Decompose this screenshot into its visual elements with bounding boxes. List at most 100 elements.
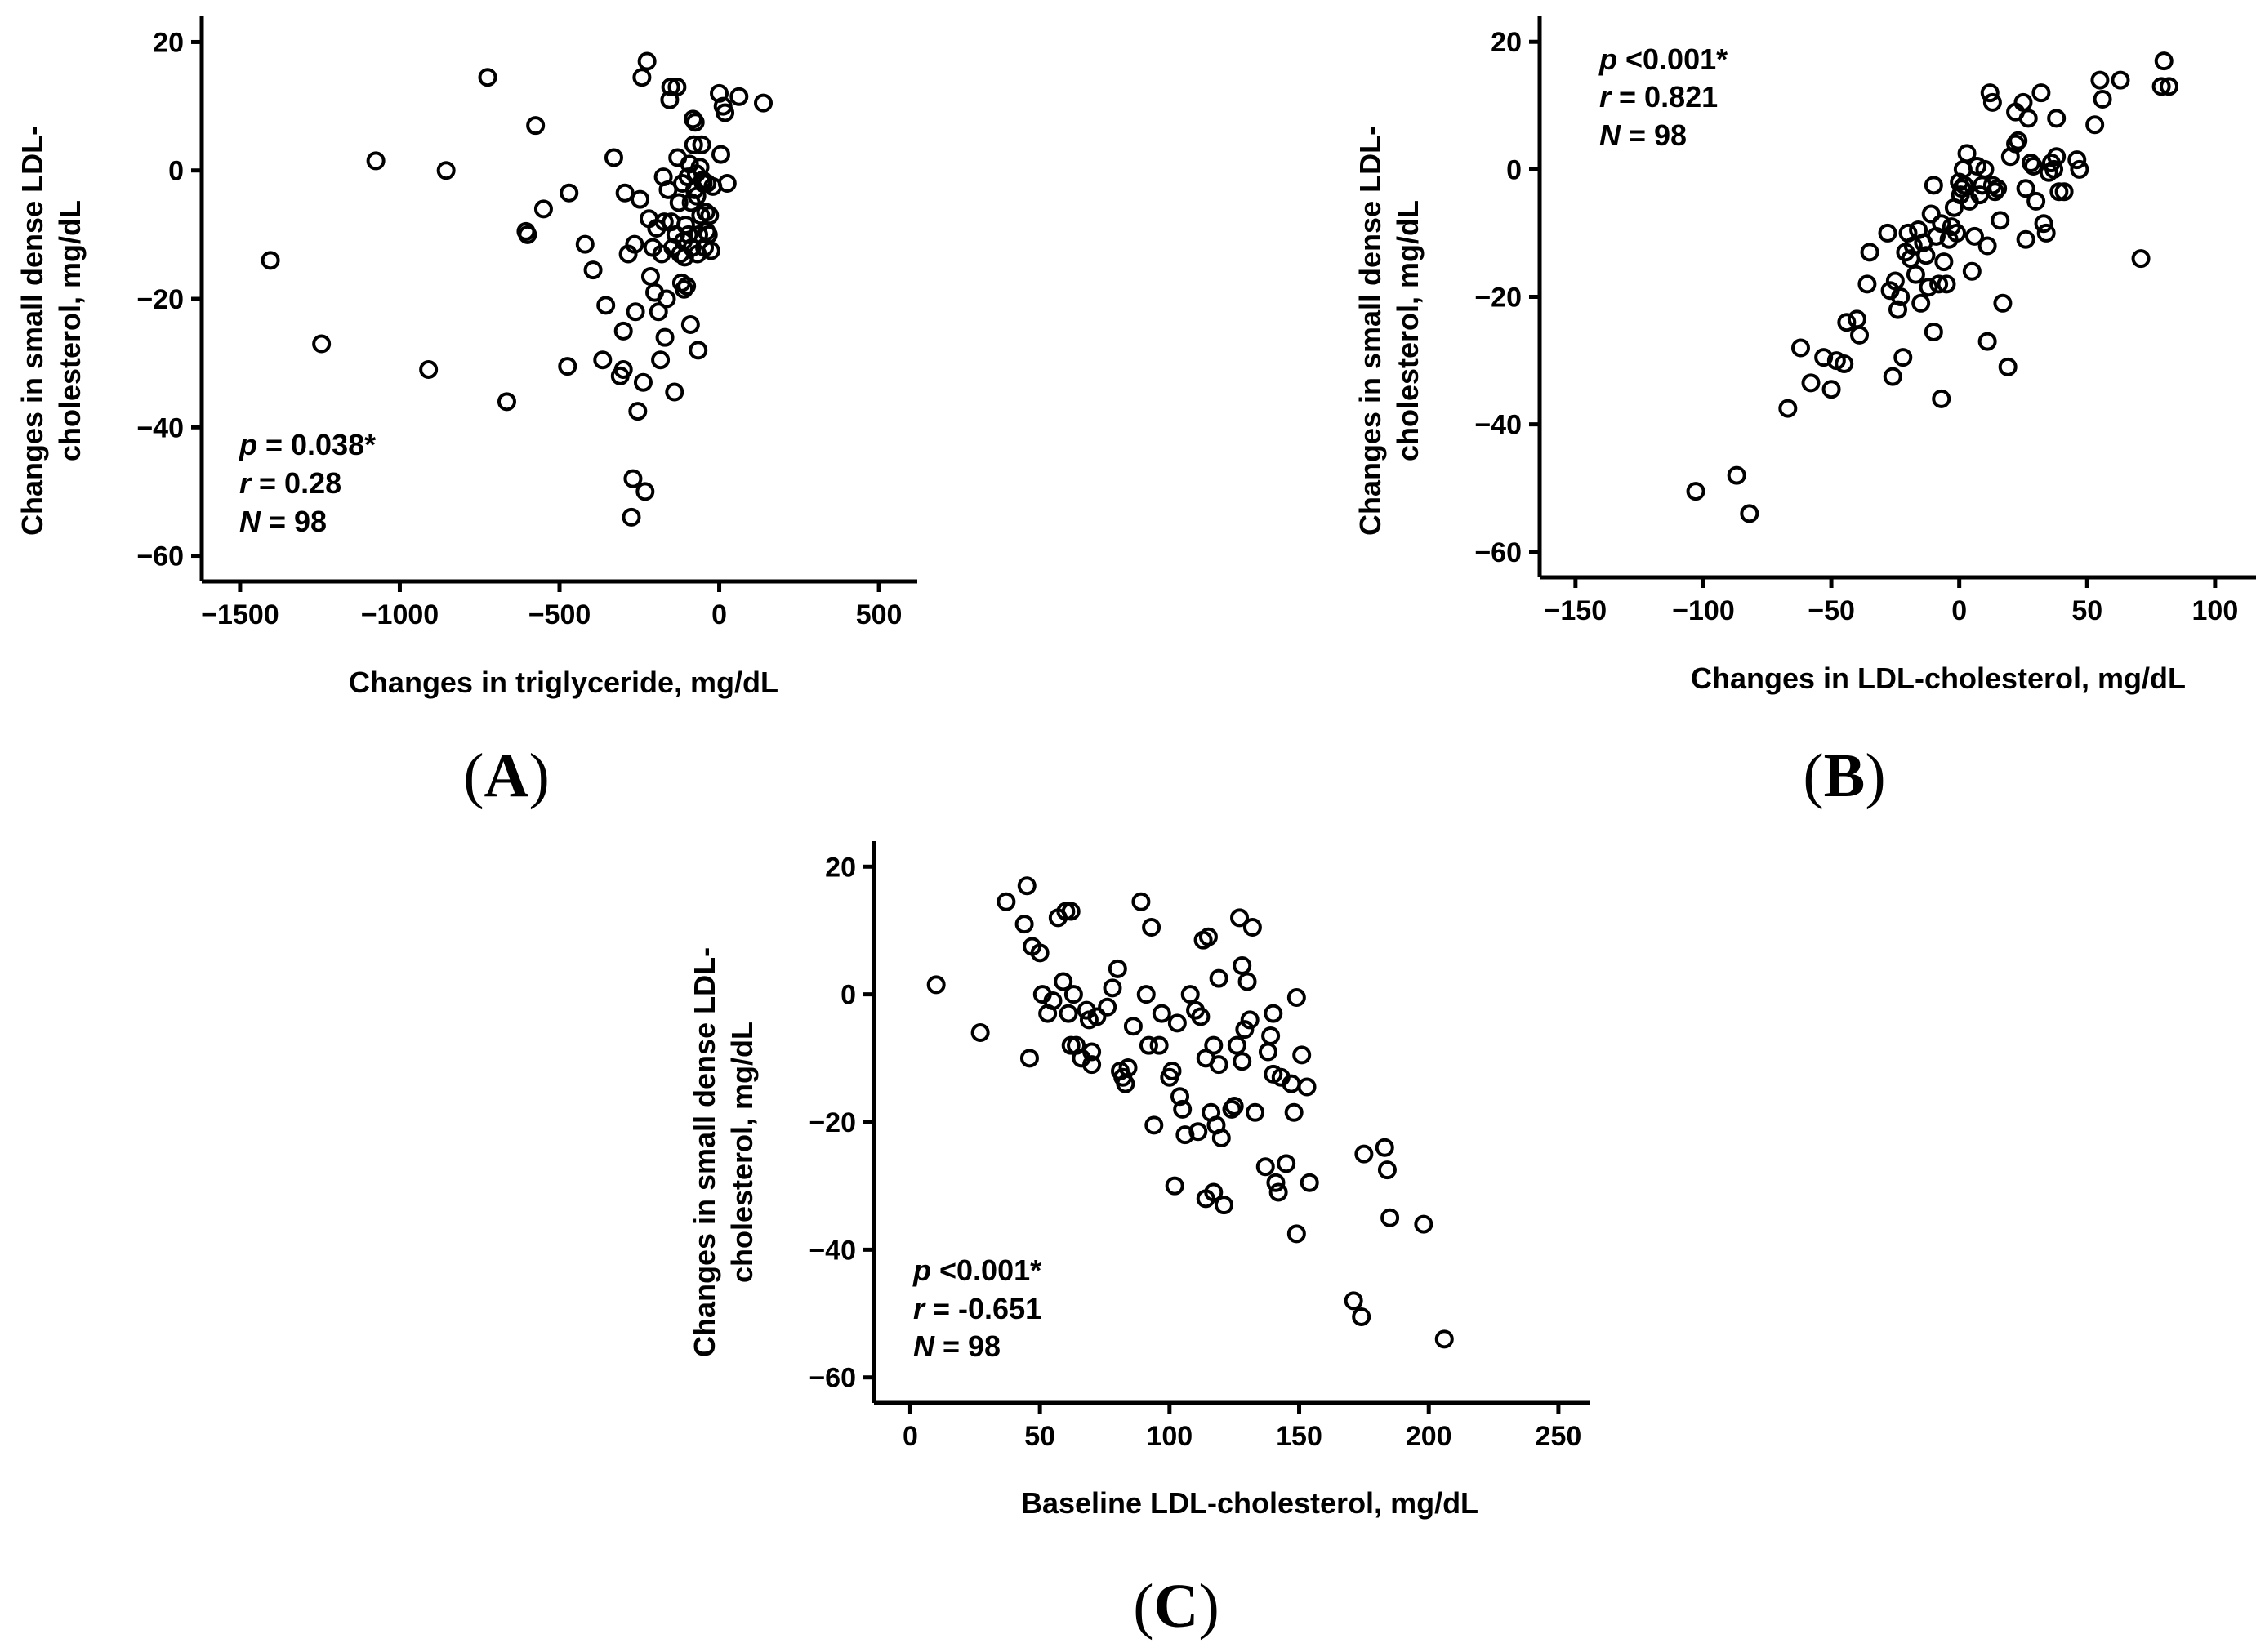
panel-b-data-point: [2036, 223, 2056, 243]
panel-c-data-point: [1087, 1007, 1107, 1026]
panel-b-data-point: [1916, 246, 1936, 265]
panel-c-data-point: [1214, 1196, 1233, 1215]
panel-b-data-point: [1857, 274, 1877, 294]
panel-c-y-tick-label: 20: [825, 852, 856, 883]
panel-b-data-point: [2111, 70, 2130, 90]
panel-a-label: (A): [463, 741, 550, 810]
panel-c-data-point: [1246, 1102, 1265, 1122]
panel-c-data-point: [1173, 1099, 1193, 1119]
panel-b-label: (B): [1803, 741, 1885, 810]
panel-b-data-point: [1835, 354, 1854, 373]
panel-b-x-tick-labels: −150 −100 −50 0 50 100: [1545, 595, 2239, 626]
panel-c-data-point: [1030, 943, 1050, 963]
panel-a-data-point: [560, 183, 579, 203]
panel-b-x-tick-label: −100: [1672, 595, 1735, 626]
panel-b-x-tick-label: −150: [1545, 595, 1607, 626]
panel-b-x-tick-label: 50: [2071, 595, 2102, 626]
panel-a-y-tick-label: 0: [168, 156, 184, 187]
panel-c-data-point: [997, 892, 1016, 911]
panel-b-data-point: [1977, 236, 1997, 256]
panel-c-data-point: [1255, 1157, 1275, 1177]
panel-c-data-point: [1264, 1004, 1283, 1023]
panel-c-data-point: [1149, 1035, 1169, 1055]
panel-b-data-point: [2054, 182, 2074, 202]
panel-a-data-point: [685, 113, 705, 132]
panel-a-data-point: [651, 350, 671, 370]
panel-b-data-point: [2085, 115, 2105, 135]
panel-a-data-point: [692, 135, 711, 154]
panel-c-y-tick-labels: 20 0 −20 −40 −60: [809, 852, 856, 1393]
panel-a-axes: [191, 16, 917, 592]
panel-c-data-point: [1152, 1004, 1171, 1023]
panel-b-data-point: [1821, 380, 1841, 399]
panel-c-data-point: [1014, 915, 1034, 934]
panel-a-data-point: [604, 148, 623, 167]
panel-a-y-axis-title-line2: cholesterol, mg/dL: [53, 200, 87, 461]
panel-a-data-point: [558, 357, 577, 376]
panel-c-x-tick-label: 250: [1536, 1421, 1582, 1452]
panel-a-r-value: r = 0.28: [239, 466, 341, 500]
panel-b-x-tick-label: 100: [2192, 595, 2239, 626]
panel-c-data-point: [1344, 1291, 1363, 1311]
panel-b-data-point: [2034, 214, 2053, 234]
panel-a-data-point: [613, 321, 633, 341]
panel-b-data-point: [2016, 179, 2035, 198]
panel-a-data-point: [655, 327, 675, 347]
panel-c-data-point: [1222, 1099, 1242, 1119]
panel-b-data-point: [1998, 357, 2018, 376]
panel-c-data-point: [1375, 1138, 1394, 1157]
panel-b-data-point: [1924, 322, 1943, 341]
panel-b-data-point: [1888, 300, 1907, 319]
panel-a-data-point: [657, 289, 676, 309]
panel-b-data-point: [1937, 274, 1956, 294]
panel-c-data-point: [1233, 1052, 1252, 1071]
panel-c-data-point: [1017, 876, 1037, 896]
panel-a-data-point: [669, 193, 689, 212]
panel-a-data-point: [526, 116, 546, 136]
panel-b-data-point: [2031, 83, 2051, 103]
panel-a-data-point: [700, 206, 720, 225]
panel-c-data-point: [1434, 1329, 1454, 1349]
panel-a-x-tick-label: −1500: [201, 599, 279, 630]
panel-b-data-point: [1686, 482, 1705, 501]
panel-a-x-tick-label: 0: [711, 599, 727, 630]
panel-b-data-point: [1986, 182, 2005, 202]
panel-a-data-point: [665, 382, 684, 402]
panel-c-data-point: [1352, 1307, 1371, 1326]
panel-b-y-axis-title-line2: cholesterol, mg/dL: [1391, 200, 1425, 461]
panel-c-data-point: [1266, 1173, 1286, 1192]
panel-c-data-point: [1284, 1102, 1304, 1122]
panel-c-data-point: [1286, 988, 1306, 1008]
panel-a-y-tick-label: 20: [153, 27, 184, 58]
panel-a-data-point: [518, 225, 537, 244]
panel-b-x-tick-label: −50: [1808, 595, 1855, 626]
panel-a-data-point: [623, 469, 643, 488]
panel-b-data-point: [1993, 293, 2013, 313]
panel-b-data-point: [1955, 176, 1974, 195]
panel-b-data-point: [1790, 338, 1810, 358]
panel-a-data-point: [689, 341, 708, 360]
panel-b-data-point: [1801, 373, 1821, 393]
panel-c-data-point: [1139, 1035, 1158, 1055]
panel-b-r-value: r = 0.821: [1599, 80, 1718, 114]
panel-a: −1500 −1000 −500 0 500 20 0 −20 −40 −60 …: [16, 16, 917, 810]
panel-a-data-point: [633, 372, 653, 392]
panel-c-data-point: [1061, 902, 1081, 921]
panel-c-data-point: [1227, 1035, 1246, 1055]
panel-a-data-point: [626, 302, 645, 322]
panel-c-data-point: [1082, 1055, 1102, 1075]
panel-c-y-tick-label: 0: [840, 980, 856, 1011]
panel-b-data-point: [2006, 134, 2026, 154]
panel-c-r-value: r = -0.651: [913, 1292, 1041, 1325]
panel-c-data-point: [1414, 1214, 1433, 1234]
panel-c-data-point: [1261, 1026, 1281, 1045]
panel-a-data-point: [583, 260, 603, 280]
panel-b-data-point: [1883, 367, 1902, 386]
panel-c-axes: [863, 841, 1590, 1414]
panel-a-data-point: [312, 334, 332, 354]
panel-b-data-point: [1919, 278, 1938, 297]
panel-c-n-value: N = 98: [913, 1329, 1001, 1363]
panel-b-data-point: [2018, 109, 2038, 128]
panel-a-data-point: [680, 314, 700, 334]
panel-c-data-point: [1175, 1125, 1195, 1145]
